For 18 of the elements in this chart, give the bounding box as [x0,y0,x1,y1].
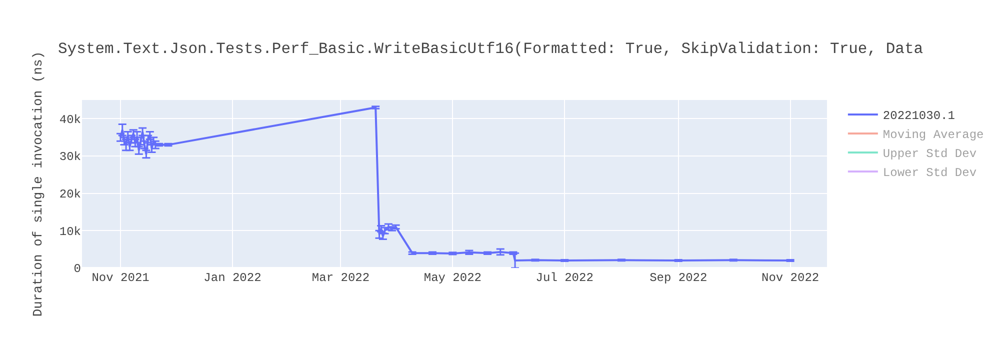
y-tick-label: 0 [74,262,81,276]
chart-title: System.Text.Json.Tests.Perf_Basic.WriteBasicUtf16(Formatted: True, SkipValidation: True, Data [58,40,924,58]
y-tick-label: 10k [59,224,81,239]
legend-label: 20221030.1 [882,109,955,124]
legend-label: Upper Std Dev [882,147,977,162]
x-tick-label: Sep 2022 [650,271,708,285]
x-tick-label: Jul 2022 [536,271,594,285]
x-tick-label: Mar 2022 [312,271,370,285]
legend-label: Moving Average [882,128,984,142]
x-tick-label: Nov 2021 [92,271,150,285]
x-tick-label: Nov 2022 [761,271,820,285]
y-axis-title: Duration of single invocation (ns) [30,51,46,317]
legend-label: Lower Std Dev [882,166,977,180]
x-tick-label: May 2022 [424,271,482,285]
y-tick-label: 30k [59,150,81,164]
y-tick-label: 40k [59,112,81,127]
y-tick-label: 20k [59,188,81,202]
x-tick-label: Jan 2022 [204,271,262,285]
